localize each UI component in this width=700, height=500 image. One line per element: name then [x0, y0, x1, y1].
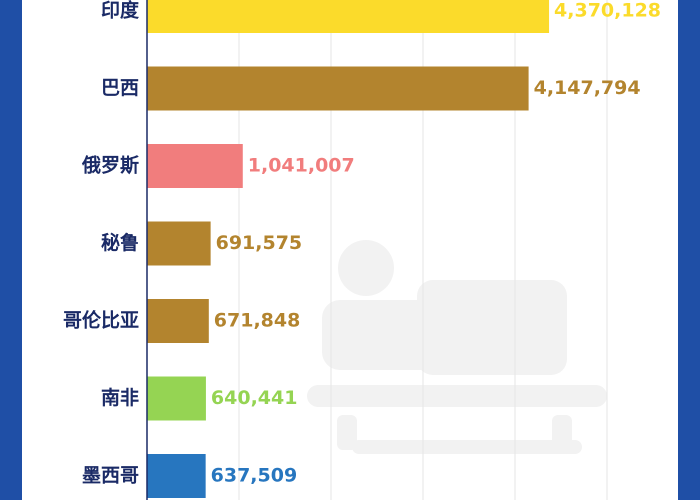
value-label: 637,509: [211, 465, 298, 487]
category-label: 巴西: [101, 77, 139, 99]
category-label: 秘鲁: [101, 231, 139, 254]
value-label: 4,147,794: [534, 77, 641, 99]
bar-2: [147, 144, 243, 188]
value-label: 1,041,007: [248, 155, 355, 177]
bar-0: [147, 0, 550, 33]
category-label: 哥伦比亚: [63, 309, 139, 332]
bar-6: [147, 454, 206, 498]
bar-chart: 印度 4,370,128 巴西 4,147,794 俄罗斯 1,041,007 秘鲁 691,…: [63, 0, 661, 500]
value-label: 640,441: [211, 387, 298, 409]
value-label: 4,370,128: [554, 0, 661, 22]
bars: 印度 4,370,128 巴西 4,147,794 俄罗斯 1,041,007 秘鲁 691,…: [63, 0, 661, 498]
bar-3: [147, 221, 211, 266]
category-label: 印度: [101, 0, 140, 22]
chart-panel: 印度 4,370,128 巴西 4,147,794 俄罗斯 1,041,007 秘鲁 691,…: [22, 0, 678, 500]
bar-1: [147, 66, 529, 111]
bar-4: [147, 299, 209, 343]
category-label: 俄罗斯: [81, 154, 139, 177]
value-label: 671,848: [214, 310, 301, 332]
watermark-icon: [307, 240, 607, 454]
value-label: 691,575: [216, 232, 303, 254]
bar-5: [147, 376, 206, 421]
category-label: 墨西哥: [82, 465, 139, 487]
category-label: 南非: [101, 387, 139, 409]
